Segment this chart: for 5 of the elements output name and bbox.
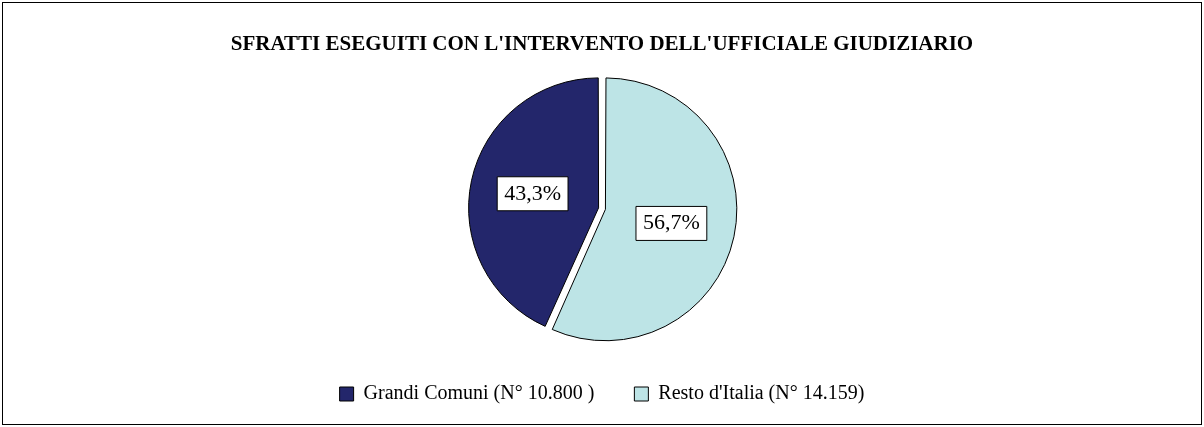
data-label: 43,3% [504,179,562,205]
legend-label: Grandi Comuni (N° 10.800 ) [363,381,595,405]
legend-label: Resto d'Italia (N° 14.159) [658,381,865,405]
data-label: 56,7% [642,209,700,235]
chart-title: SFRATTI ESEGUITI CON L'INTERVENTO DELL'UFFICIALE GIUDIZIARIO [230,31,974,56]
